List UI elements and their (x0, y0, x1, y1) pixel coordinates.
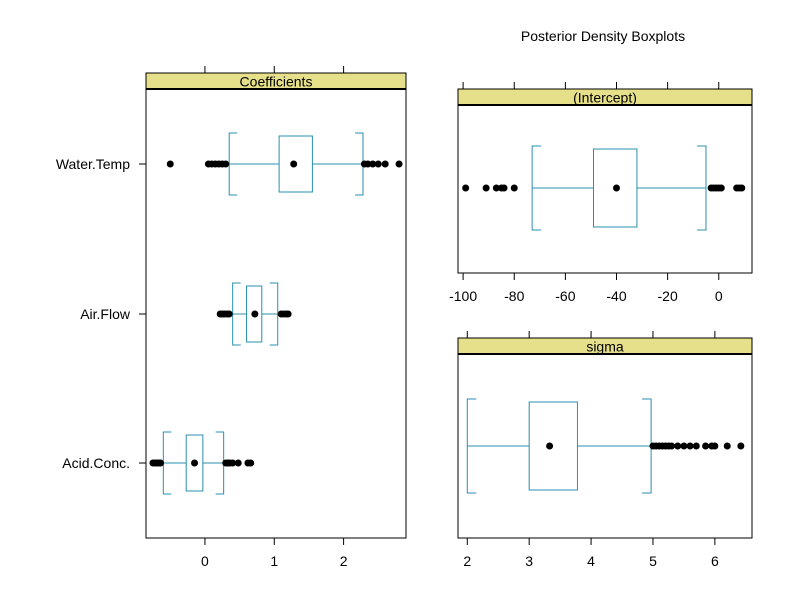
outlier-point (369, 160, 377, 168)
x-tick-label: 5 (649, 553, 657, 569)
outlier-point (395, 160, 403, 168)
outlier-point (284, 310, 292, 318)
outlier-point (229, 459, 237, 467)
x-tick-label: -40 (606, 288, 626, 304)
outlier-point (364, 160, 372, 168)
x-tick-label: 1 (270, 553, 278, 569)
outlier-point (482, 184, 490, 192)
iqr-box (278, 135, 313, 193)
outlier-point (668, 442, 676, 450)
outlier-point (225, 310, 233, 318)
strip-label: Coefficients (240, 74, 313, 90)
lower-cap (531, 145, 542, 231)
outlier-point (711, 442, 719, 450)
x-tick-label: -20 (658, 288, 678, 304)
x-tick-label: 4 (587, 553, 595, 569)
outlier-point (723, 442, 731, 450)
category-label: Air.Flow (80, 306, 131, 322)
box-2: Acid.Conc. (62, 431, 255, 495)
lower-cap (466, 398, 477, 494)
strip-label: sigma (586, 339, 624, 355)
outlier-point (374, 160, 382, 168)
outlier-point (702, 442, 710, 450)
outlier-point (686, 442, 694, 450)
x-tick-label: 2 (463, 553, 471, 569)
outlier-point (381, 160, 389, 168)
category-label: Water.Temp (56, 156, 130, 172)
panel-2: sigma 2 3 4 5 6 (457, 331, 753, 569)
iqr-box (246, 285, 263, 343)
outlier-point (674, 442, 682, 450)
outlier-point (157, 459, 165, 467)
box-0: Water.Temp (56, 132, 403, 196)
x-tick-label: 2 (340, 553, 348, 569)
box-1: Air.Flow (80, 282, 292, 346)
outlier-point (500, 184, 508, 192)
outlier-point (462, 184, 470, 192)
panels-layer: Coefficients 0 1 2 Water.Temp Air.Flow Acid.Co… (56, 66, 753, 569)
panel-0: Coefficients 0 1 2 Water.Temp Air.Flow Acid.Co… (56, 66, 407, 569)
panel-frame (457, 88, 753, 274)
panel-frame (457, 337, 753, 539)
box-0 (462, 145, 746, 231)
outlier-point (738, 184, 746, 192)
outlier-point (692, 442, 700, 450)
median-point (251, 310, 259, 318)
panel-1: (Intercept) -100 -80 -60 -40 -20 0 (449, 82, 753, 304)
strip-label: (Intercept) (573, 90, 637, 106)
outlier-point (717, 184, 725, 192)
panel-frame (145, 72, 407, 539)
outlier-point (492, 184, 500, 192)
x-tick-label: -80 (504, 288, 524, 304)
x-tick-label: -60 (555, 288, 575, 304)
x-tick-label: 0 (715, 288, 723, 304)
x-tick-label: 0 (201, 553, 209, 569)
upper-cap (696, 145, 707, 231)
x-tick-label: 3 (525, 553, 533, 569)
outlier-point (222, 160, 230, 168)
median-point (613, 184, 621, 192)
x-tick-label: -100 (449, 288, 477, 304)
outlier-point (737, 442, 745, 450)
box-0 (466, 398, 745, 494)
outlier-point (234, 459, 242, 467)
median-point (546, 442, 554, 450)
iqr-box (528, 401, 578, 491)
outlier-point (166, 160, 174, 168)
outlier-point (680, 442, 688, 450)
x-tick-label: 6 (711, 553, 719, 569)
outlier-point (510, 184, 518, 192)
iqr-box (592, 148, 638, 228)
iqr-box (185, 434, 204, 492)
figure-title: Posterior Density Boxplots (521, 28, 685, 44)
outlier-point (247, 459, 255, 467)
median-point (290, 160, 298, 168)
median-point (191, 459, 199, 467)
category-label: Acid.Conc. (62, 455, 130, 471)
